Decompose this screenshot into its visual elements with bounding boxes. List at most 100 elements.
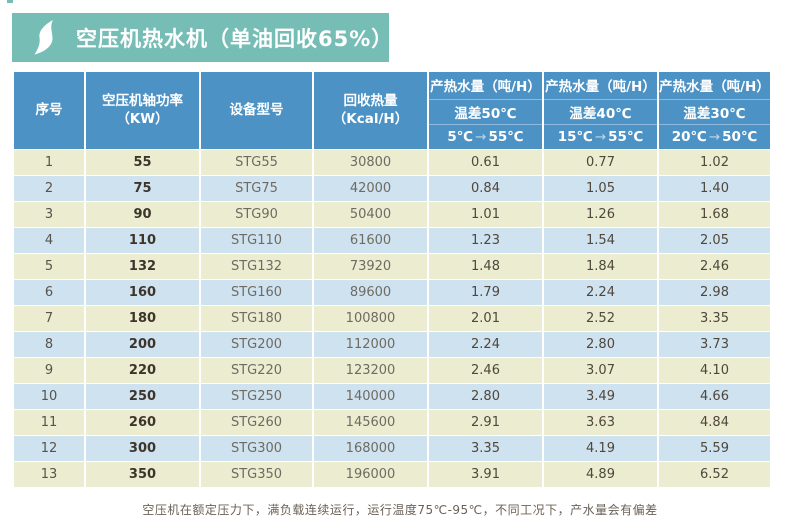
header-water-group-title: 产热水量（吨/H） — [427, 72, 543, 99]
table-cell: 112000 — [312, 330, 428, 357]
table-cell: 61600 — [312, 226, 428, 253]
table-row: 13 350 STG350 196000 3.91 4.89 6.52 — [14, 460, 770, 487]
table-cell: 2 — [14, 174, 85, 201]
table-cell: STG180 — [199, 304, 313, 331]
table-cell: 3.91 — [427, 460, 543, 487]
header-temp-range: 20℃ → 50℃ — [657, 123, 770, 149]
table-cell: 260 — [84, 408, 200, 435]
header-temp-diff: 温差40℃ — [542, 98, 658, 124]
table-cell: 10 — [14, 382, 85, 409]
table-cell: STG300 — [199, 434, 313, 461]
table-cell: 196000 — [312, 460, 428, 487]
table-cell: 3.63 — [542, 408, 658, 435]
footer-note: 空压机在额定压力下，满负载连续运行，运行温度75℃-95℃，不同工况下，产水量会… — [142, 503, 658, 517]
table-cell: 3 — [14, 200, 85, 227]
table-row: 9 220 STG220 123200 2.46 3.07 4.10 — [14, 356, 770, 383]
spec-table: 序号 空压机轴功率 （KW） 设备型号 回收热量 （Kcal/H） 产热水量（吨… — [14, 72, 770, 487]
table-cell: STG350 — [199, 460, 313, 487]
table-cell: 2.24 — [427, 330, 543, 357]
table-body: 1 55 STG55 30800 0.61 0.77 1.02 2 75 STG75 42000 0.… — [14, 148, 770, 487]
table-cell: STG220 — [199, 356, 313, 383]
table-cell: 3.73 — [657, 330, 770, 357]
table-row: 4 110 STG110 61600 1.23 1.54 2.05 — [14, 226, 770, 253]
table-cell: 13 — [14, 460, 85, 487]
table-cell: 250 — [84, 382, 200, 409]
header-recovered-heat: 回收热量 （Kcal/H） — [312, 72, 428, 149]
table-cell: 200 — [84, 330, 200, 357]
table-cell: 140000 — [312, 382, 428, 409]
title-banner: 空压机热水机（单油回收65%） — [12, 13, 392, 62]
table-cell: 350 — [84, 460, 200, 487]
header-shaft-power-line2: （KW） — [116, 111, 169, 128]
table-cell: 4.89 — [542, 460, 658, 487]
table-cell: STG90 — [199, 200, 313, 227]
table-cell: 1.48 — [427, 252, 543, 279]
table-cell: 0.84 — [427, 174, 543, 201]
table-row: 12 300 STG300 168000 3.35 4.19 5.59 — [14, 434, 770, 461]
table-row: 7 180 STG180 100800 2.01 2.52 3.35 — [14, 304, 770, 331]
table-cell: 1.02 — [657, 148, 770, 175]
table-cell: 5.59 — [657, 434, 770, 461]
spec-table-container: 序号 空压机轴功率 （KW） 设备型号 回收热量 （Kcal/H） 产热水量（吨… — [14, 72, 770, 487]
table-cell: 1.01 — [427, 200, 543, 227]
header-index: 序号 — [14, 72, 85, 149]
table-cell: 2.91 — [427, 408, 543, 435]
table-cell: STG250 — [199, 382, 313, 409]
s-wave-logo-icon — [34, 19, 53, 54]
table-cell: 300 — [84, 434, 200, 461]
table-row: 6 160 STG160 89600 1.79 2.24 2.98 — [14, 278, 770, 305]
table-cell: 8 — [14, 330, 85, 357]
table-cell: 160 — [84, 278, 200, 305]
table-cell: 42000 — [312, 174, 428, 201]
table-cell: 55 — [84, 148, 200, 175]
table-cell: 2.80 — [542, 330, 658, 357]
temp-range-from: 15℃ — [557, 128, 593, 145]
table-cell: STG260 — [199, 408, 313, 435]
table-cell: 123200 — [312, 356, 428, 383]
table-cell: 1 — [14, 148, 85, 175]
table-cell: 0.77 — [542, 148, 658, 175]
table-cell: 2.46 — [427, 356, 543, 383]
table-cell: 1.40 — [657, 174, 770, 201]
table-cell: 3.35 — [427, 434, 543, 461]
table-cell: 4.66 — [657, 382, 770, 409]
table-cell: 180 — [84, 304, 200, 331]
header-shaft-power-line1: 空压机轴功率 — [102, 93, 183, 110]
header-temp-diff: 温差50℃ — [427, 98, 543, 124]
table-cell: 12 — [14, 434, 85, 461]
page-title: 空压机热水机（单油回收65%） — [76, 26, 394, 51]
table-cell: 2.05 — [657, 226, 770, 253]
table-row: 2 75 STG75 42000 0.84 1.05 1.40 — [14, 174, 770, 201]
temp-range-from: 5℃ — [447, 128, 474, 145]
table-cell: 6 — [14, 278, 85, 305]
header-water-group-title: 产热水量（吨/H） — [657, 72, 770, 99]
table-cell: 132 — [84, 252, 200, 279]
table-cell: STG110 — [199, 226, 313, 253]
table-cell: 11 — [14, 408, 85, 435]
table-cell: 4 — [14, 226, 85, 253]
table-row: 1 55 STG55 30800 0.61 0.77 1.02 — [14, 148, 770, 175]
arrow-right-icon: → — [594, 128, 607, 145]
table-cell: 1.79 — [427, 278, 543, 305]
table-cell: 1.84 — [542, 252, 658, 279]
table-cell: STG55 — [199, 148, 313, 175]
table-cell: 89600 — [312, 278, 428, 305]
header-temp-range: 5℃ → 55℃ — [427, 123, 543, 149]
table-cell: 1.68 — [657, 200, 770, 227]
header-recovered-heat-line1: 回收热量 — [343, 93, 398, 110]
table-cell: STG200 — [199, 330, 313, 357]
table-cell: 4.10 — [657, 356, 770, 383]
temp-range-from: 20℃ — [671, 128, 707, 145]
table-row: 5 132 STG132 73920 1.48 1.84 2.46 — [14, 252, 770, 279]
table-cell: 2.98 — [657, 278, 770, 305]
table-cell: 1.05 — [542, 174, 658, 201]
header-temp-diff: 温差30℃ — [657, 98, 770, 124]
table-cell: 2.01 — [427, 304, 543, 331]
table-row: 11 260 STG260 145600 2.91 3.63 4.84 — [14, 408, 770, 435]
table-header: 序号 空压机轴功率 （KW） 设备型号 回收热量 （Kcal/H） 产热水量（吨… — [14, 72, 770, 149]
table-cell: 4.84 — [657, 408, 770, 435]
table-cell: 2.24 — [542, 278, 658, 305]
temp-range-to: 55℃ — [488, 128, 524, 145]
table-cell: STG132 — [199, 252, 313, 279]
table-cell: 0.61 — [427, 148, 543, 175]
